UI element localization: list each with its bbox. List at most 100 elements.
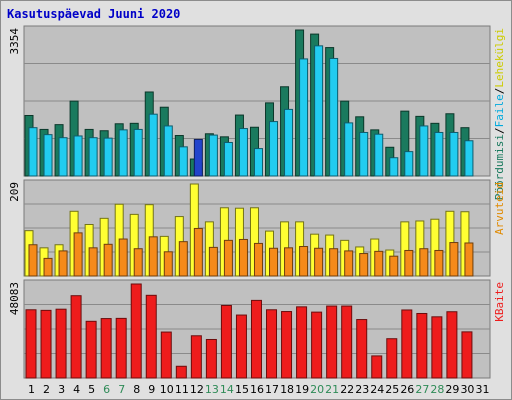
bar-middle-arvuteid-20 xyxy=(314,247,324,277)
bar-middle-arvuteid-29 xyxy=(449,242,459,277)
bar-top-faile-8 xyxy=(133,128,143,177)
bar-top-faile-9 xyxy=(148,113,158,177)
bar-bottom-kbaite-22 xyxy=(341,305,353,379)
bar-bottom-kbaite-19 xyxy=(296,306,308,379)
x-tick-label-14: 14 xyxy=(220,383,234,396)
bar-middle-arvuteid-16 xyxy=(253,242,263,277)
panel-bottom-legend: KBaite xyxy=(493,282,506,322)
bar-top-faile-17 xyxy=(269,121,279,177)
legend-separator: / xyxy=(493,88,506,95)
x-tick-label-19: 19 xyxy=(295,383,309,396)
legend-label-p-rdumisi: Pöördumisi xyxy=(493,134,506,200)
bar-middle-arvuteid-3 xyxy=(58,250,68,277)
x-tick-label-27: 27 xyxy=(415,383,429,396)
x-tick-label-31: 31 xyxy=(475,383,489,396)
bar-middle-arvuteid-30 xyxy=(464,242,474,277)
bar-top-faile-27 xyxy=(419,125,429,177)
panel-bottom-ymax-label: 48083 xyxy=(8,282,21,315)
bar-bottom-kbaite-1 xyxy=(25,309,37,379)
bar-bottom-kbaite-10 xyxy=(160,331,172,379)
bar-top-faile-28 xyxy=(434,131,444,177)
bar-bottom-kbaite-16 xyxy=(250,299,262,379)
bar-top-faile-7 xyxy=(118,129,128,177)
bar-bottom-kbaite-30 xyxy=(461,331,473,379)
bar-top-faile-2 xyxy=(43,134,53,177)
bar-bottom-kbaite-28 xyxy=(431,316,443,379)
panel-top-ymax-label: 3354 xyxy=(8,28,21,55)
bar-top-faile-25 xyxy=(389,157,399,177)
legend-label-lehek-lgi: Lehekülgi xyxy=(493,28,506,88)
bar-top-faile-19 xyxy=(299,58,309,177)
bar-bottom-kbaite-9 xyxy=(145,294,157,379)
bar-bottom-kbaite-6 xyxy=(100,318,112,379)
x-tick-label-9: 9 xyxy=(148,383,155,396)
bar-middle-arvuteid-2 xyxy=(43,257,53,277)
x-tick-label-13: 13 xyxy=(205,383,219,396)
bar-middle-arvuteid-19 xyxy=(299,246,309,277)
bar-bottom-kbaite-25 xyxy=(386,338,398,379)
bar-top-faile-18 xyxy=(284,108,294,177)
bar-middle-arvuteid-24 xyxy=(374,250,384,277)
bar-bottom-kbaite-26 xyxy=(401,309,413,379)
x-tick-label-7: 7 xyxy=(118,383,125,396)
bar-bottom-kbaite-7 xyxy=(115,317,127,379)
bar-bottom-kbaite-3 xyxy=(55,308,67,379)
x-tick-label-15: 15 xyxy=(235,383,249,396)
panel-top-legend: Pöördumisi/Faile/Lehekülgi xyxy=(493,28,506,200)
bar-middle-arvuteid-12 xyxy=(193,227,203,277)
x-tick-label-18: 18 xyxy=(280,383,294,396)
legend-label-faile: Faile xyxy=(493,94,506,127)
x-tick-label-26: 26 xyxy=(400,383,414,396)
x-tick-label-23: 23 xyxy=(355,383,369,396)
bar-top-faile-30 xyxy=(464,140,474,177)
bar-top-faile-4 xyxy=(73,135,83,177)
x-tick-label-30: 30 xyxy=(460,383,474,396)
x-tick-label-4: 4 xyxy=(73,383,80,396)
bar-top-faile-14 xyxy=(223,141,233,177)
panel-middle-ymax-label: 209 xyxy=(8,182,21,202)
bar-top-faile-29 xyxy=(449,131,459,177)
bar-top-faile-5 xyxy=(88,137,98,177)
bar-bottom-kbaite-20 xyxy=(311,311,323,379)
x-tick-label-11: 11 xyxy=(175,383,189,396)
bar-bottom-kbaite-11 xyxy=(175,365,187,379)
bar-top-faile-24 xyxy=(374,133,384,177)
bar-top-faile-21 xyxy=(329,57,339,177)
x-tick-label-21: 21 xyxy=(325,383,339,396)
bar-top-faile-1 xyxy=(28,127,38,177)
bar-top-faile-15 xyxy=(238,128,248,177)
x-tick-label-22: 22 xyxy=(340,383,354,396)
x-tick-label-8: 8 xyxy=(133,383,140,396)
legend-separator: / xyxy=(493,127,506,134)
x-tick-label-3: 3 xyxy=(58,383,65,396)
bar-middle-arvuteid-21 xyxy=(329,248,339,277)
x-tick-label-1: 1 xyxy=(28,383,35,396)
bar-top-faile-16 xyxy=(253,148,263,177)
bar-middle-arvuteid-7 xyxy=(118,238,128,277)
bar-middle-arvuteid-26 xyxy=(404,249,414,277)
bar-bottom-kbaite-8 xyxy=(130,283,142,379)
chart-title: Kasutuspäevad Juuni 2020 xyxy=(7,7,181,21)
bar-top-faile-22 xyxy=(344,122,354,177)
bar-middle-arvuteid-27 xyxy=(419,248,429,277)
bar-middle-arvuteid-4 xyxy=(73,232,83,277)
x-tick-label-10: 10 xyxy=(160,383,174,396)
bar-middle-arvuteid-5 xyxy=(88,247,98,277)
bar-bottom-kbaite-13 xyxy=(205,338,217,379)
x-tick-label-6: 6 xyxy=(103,383,110,396)
bar-top-lehek-lgi-12 xyxy=(193,138,203,177)
bar-bottom-kbaite-4 xyxy=(70,295,82,379)
bar-bottom-kbaite-24 xyxy=(371,355,383,379)
legend-label-arvuteid: Arvuteid xyxy=(493,182,506,235)
bar-top-faile-26 xyxy=(404,151,414,177)
panel-middle-legend: Arvuteid xyxy=(493,182,506,235)
bar-bottom-kbaite-14 xyxy=(220,304,232,379)
bar-middle-arvuteid-25 xyxy=(389,255,399,277)
x-tick-label-16: 16 xyxy=(250,383,264,396)
bar-bottom-kbaite-17 xyxy=(266,309,278,379)
x-tick-label-17: 17 xyxy=(265,383,279,396)
bar-middle-arvuteid-1 xyxy=(28,244,38,277)
bar-bottom-kbaite-15 xyxy=(235,314,247,379)
bar-middle-arvuteid-9 xyxy=(148,236,158,277)
